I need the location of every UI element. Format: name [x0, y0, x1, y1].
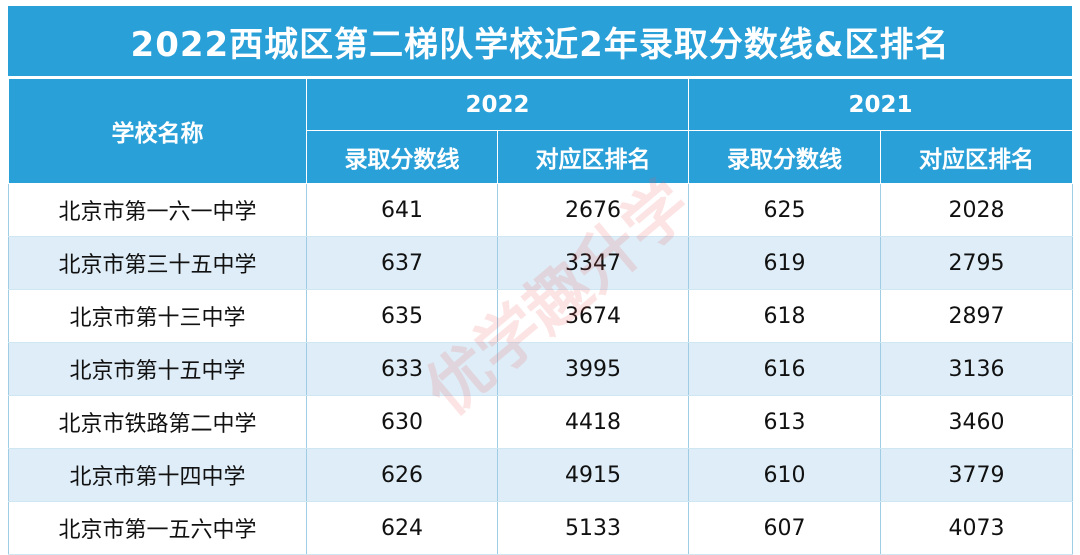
rank-2021-cell: 3779 — [880, 448, 1074, 502]
score-2021-cell: 625 — [688, 183, 882, 237]
rank-2022-header: 对应区排名 — [496, 130, 690, 184]
year-2022-header: 2022 — [305, 78, 690, 131]
rank-2021-cell: 2795 — [880, 236, 1074, 290]
school-name-header: 学校名称 — [8, 78, 307, 184]
rank-2022-cell: 3347 — [496, 236, 690, 290]
rank-2022-cell: 4418 — [496, 395, 690, 449]
score-2021-cell: 619 — [688, 236, 882, 290]
year-2021-header: 2021 — [688, 78, 1074, 131]
school-name-cell: 北京市第一五六中学 — [8, 501, 307, 555]
table-title: 2022西城区第二梯队学校近2年录取分数线&区排名 — [8, 6, 1072, 76]
score-2021-cell: 616 — [688, 342, 882, 396]
table-row: 北京市第三十五中学 637 3347 619 2795 — [8, 236, 1074, 290]
rank-2021-cell: 2897 — [880, 289, 1074, 343]
table-row: 北京市第十五中学 633 3995 616 3136 — [8, 342, 1074, 396]
score-2021-cell: 607 — [688, 501, 882, 555]
school-name-cell: 北京市第十四中学 — [8, 448, 307, 502]
school-name-cell: 北京市第一六一中学 — [8, 183, 307, 237]
header-row-metrics: 录取分数线 对应区排名 录取分数线 对应区排名 — [9, 130, 1074, 184]
score-2022-cell: 641 — [306, 183, 498, 237]
score-2022-cell: 633 — [306, 342, 498, 396]
rank-2021-cell: 3460 — [880, 395, 1074, 449]
rank-2022-cell: 3674 — [496, 289, 690, 343]
rank-2022-cell: 3995 — [496, 342, 690, 396]
admission-score-table: 学校名称 2022 2021 录取分数线 对应区排名 录取分数线 对应区排名 北… — [8, 78, 1074, 555]
rank-2022-cell: 4915 — [496, 448, 690, 502]
score-2022-cell: 630 — [306, 395, 498, 449]
score-2021-cell: 610 — [688, 448, 882, 502]
table-row: 北京市第十四中学 626 4915 610 3779 — [8, 448, 1074, 502]
score-2022-cell: 624 — [306, 501, 498, 555]
table-row: 北京市第一六一中学 641 2676 625 2028 — [8, 183, 1074, 237]
score-2021-header: 录取分数线 — [688, 130, 882, 184]
rank-2021-header: 对应区排名 — [880, 130, 1074, 184]
score-2022-cell: 626 — [306, 448, 498, 502]
score-2021-cell: 613 — [688, 395, 882, 449]
score-2022-header: 录取分数线 — [306, 130, 498, 184]
score-2021-cell: 618 — [688, 289, 882, 343]
score-2022-cell: 635 — [306, 289, 498, 343]
school-name-cell: 北京市铁路第二中学 — [8, 395, 307, 449]
rank-2021-cell: 4073 — [880, 501, 1074, 555]
school-name-cell: 北京市第十五中学 — [8, 342, 307, 396]
rank-2021-cell: 2028 — [880, 183, 1074, 237]
school-name-cell: 北京市第三十五中学 — [8, 236, 307, 290]
score-2022-cell: 637 — [306, 236, 498, 290]
rank-2022-cell: 5133 — [496, 501, 690, 555]
table-row: 北京市铁路第二中学 630 4418 613 3460 — [8, 395, 1074, 449]
rank-2021-cell: 3136 — [880, 342, 1074, 396]
header-row-years: 学校名称 2022 2021 — [8, 78, 1074, 184]
rank-2022-cell: 2676 — [496, 183, 690, 237]
table-row: 北京市第十三中学 635 3674 618 2897 — [8, 289, 1074, 343]
school-name-cell: 北京市第十三中学 — [8, 289, 307, 343]
table-row: 北京市第一五六中学 624 5133 607 4073 — [8, 501, 1074, 555]
score-table-card: 2022西城区第二梯队学校近2年录取分数线&区排名 学校名称 2022 2021… — [8, 6, 1074, 555]
